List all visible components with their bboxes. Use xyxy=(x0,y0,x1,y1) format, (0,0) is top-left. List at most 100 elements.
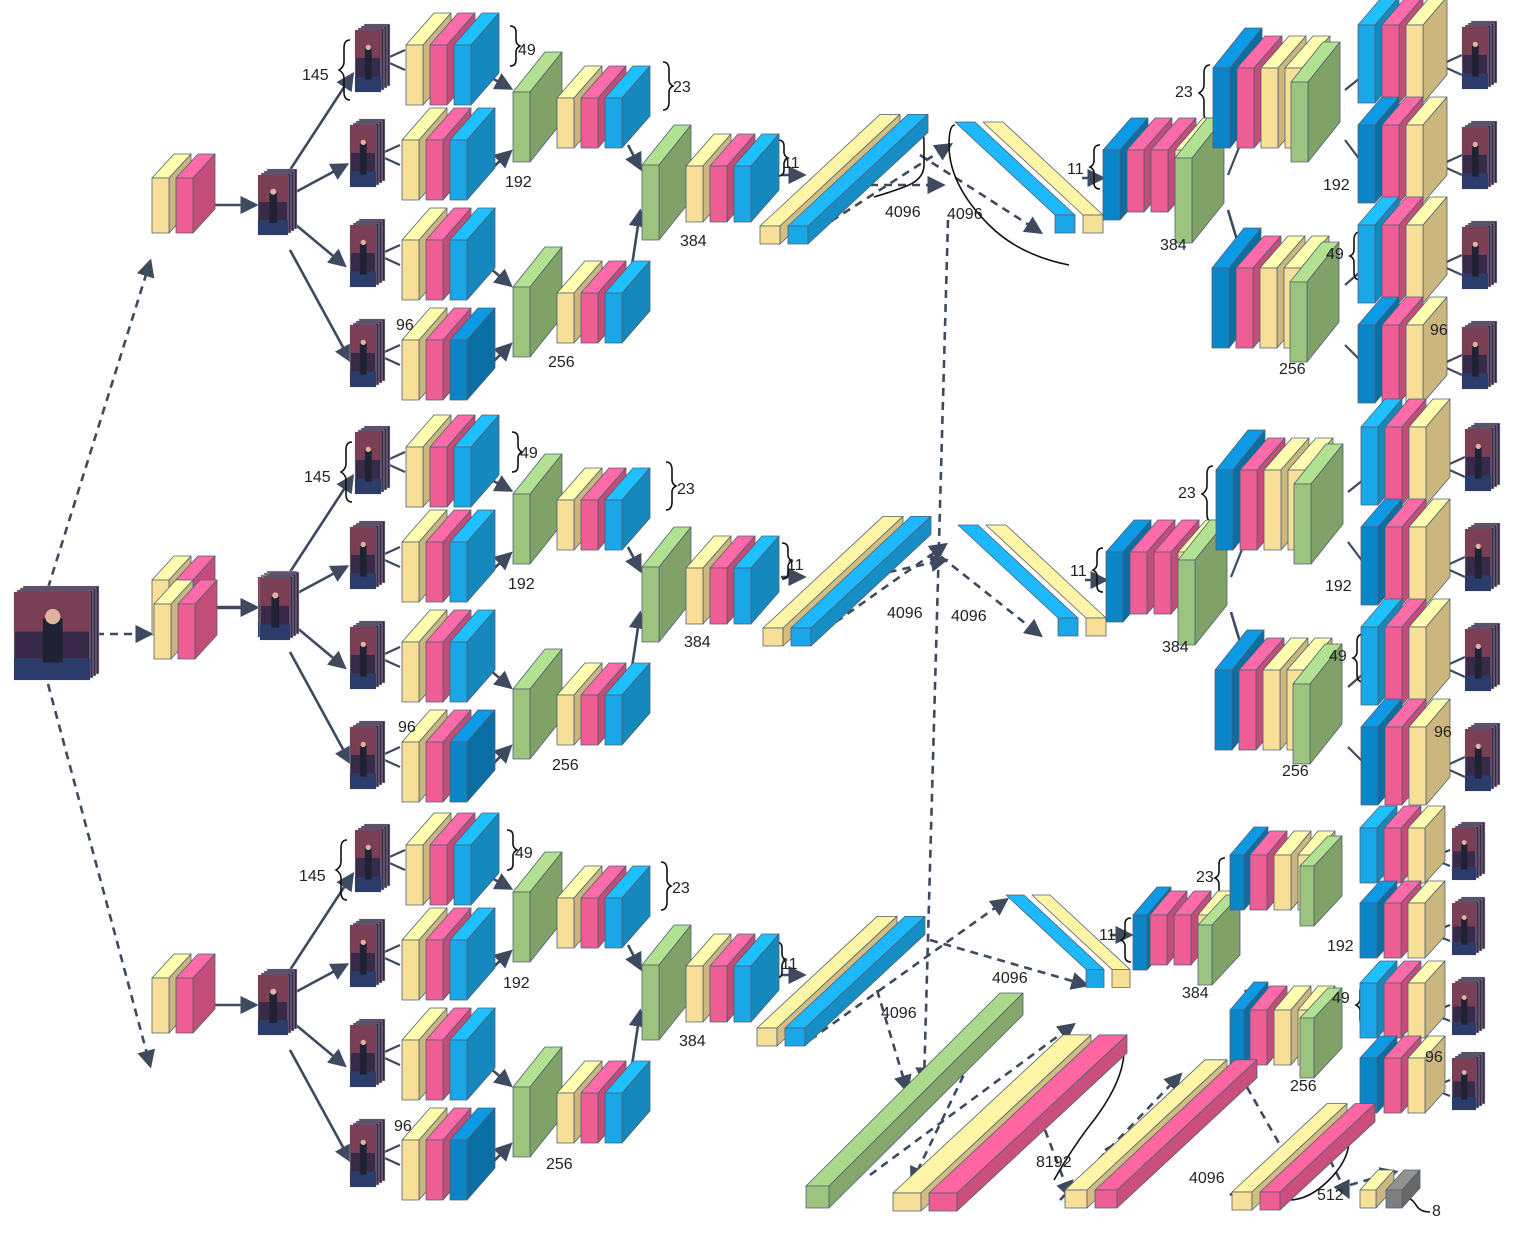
fc-layer-blue xyxy=(954,121,1076,234)
merge-green-2 xyxy=(641,526,692,643)
layer-pink-front xyxy=(1384,626,1403,706)
fc-side xyxy=(810,516,932,647)
layer-blue-front xyxy=(604,97,623,149)
fc-side xyxy=(1116,1059,1258,1209)
frame-desk xyxy=(350,1071,376,1087)
frame-desk xyxy=(355,76,381,92)
layer-yellow xyxy=(1405,196,1448,304)
layer-pink-front xyxy=(425,239,444,301)
dec-green-front xyxy=(1177,559,1196,646)
frame-desk xyxy=(260,624,290,640)
dimension-brace xyxy=(1351,633,1364,683)
layer-blue xyxy=(449,1007,496,1101)
fc-front xyxy=(1111,969,1131,988)
frame-person xyxy=(269,993,278,1023)
dashed-arrow xyxy=(46,683,156,1069)
frame-desk xyxy=(350,573,376,589)
layer-pink-front xyxy=(425,741,444,803)
label-4096: 4096 xyxy=(1189,1170,1225,1187)
layer-blue-front xyxy=(1359,982,1378,1039)
frame-backdrop xyxy=(1452,828,1476,852)
layer-yellow-front xyxy=(1405,224,1424,304)
input-frame-stack xyxy=(1451,1051,1486,1111)
label-4096: 4096 xyxy=(947,206,983,223)
frame-person xyxy=(1461,843,1468,870)
frame-face xyxy=(360,1139,366,1145)
layer-darkblue-front xyxy=(1357,324,1376,404)
dashed-arrow xyxy=(874,554,949,577)
frame-face xyxy=(1475,443,1481,449)
layer-blue xyxy=(453,414,500,508)
label-11: 11 xyxy=(781,956,798,973)
label-192: 192 xyxy=(508,576,535,593)
layer-yellow xyxy=(1407,880,1446,959)
layer-pink-front xyxy=(1381,224,1400,304)
layer-blue-front xyxy=(449,239,468,301)
frame-backdrop xyxy=(1452,903,1476,927)
input-frame-stack xyxy=(1461,220,1498,290)
layer-blue xyxy=(449,107,496,201)
dimension-brace xyxy=(948,124,1070,266)
label-192: 192 xyxy=(505,174,532,191)
merge-green-front xyxy=(512,493,531,565)
layer-pink-front xyxy=(709,567,728,625)
layer-yellow xyxy=(1405,96,1448,204)
frame-desk xyxy=(1465,575,1491,591)
frame-person xyxy=(1474,547,1482,579)
label-96: 96 xyxy=(396,317,414,334)
input-frame-stack xyxy=(13,585,100,681)
layer-darkblue xyxy=(449,1107,496,1201)
layer-blue-front xyxy=(604,292,623,344)
merge-green-2-front xyxy=(641,964,660,1041)
label-11: 11 xyxy=(1070,563,1087,580)
layer-yellow-front xyxy=(1405,324,1424,404)
out-gray xyxy=(1385,1169,1421,1209)
layer-yellow-front xyxy=(401,741,420,803)
fc-front xyxy=(1054,214,1076,234)
dimension-brace xyxy=(1119,917,1132,963)
input-frame-stack xyxy=(1464,522,1501,592)
layer-blue-front xyxy=(733,165,752,223)
layer-pink xyxy=(177,579,218,660)
fc-layer-pink xyxy=(1094,1059,1258,1209)
layer-pink-front xyxy=(425,541,444,603)
dimension-brace xyxy=(1088,144,1101,190)
layer-yellow-front xyxy=(1259,267,1278,349)
fc-layer-yellow xyxy=(982,121,1104,234)
dec-green-up-small xyxy=(1299,835,1343,927)
layer-blue xyxy=(449,907,496,1001)
dec-green-up-front xyxy=(1293,483,1312,565)
frame-desk xyxy=(350,1171,376,1187)
dimension-brace xyxy=(1200,465,1214,523)
layer-pink-front xyxy=(709,165,728,223)
layer-yellow-front xyxy=(556,1092,575,1144)
frame-face xyxy=(1461,840,1467,845)
frame-person xyxy=(1471,345,1479,377)
connector xyxy=(1347,541,1364,563)
input-frame-stack xyxy=(1451,896,1486,956)
merge-green-2-front xyxy=(641,566,660,643)
fc-layer-blue xyxy=(1005,894,1105,988)
layer-yellow-front xyxy=(401,1039,420,1101)
dimension-brace xyxy=(506,829,519,871)
arrow xyxy=(289,163,350,197)
arrow xyxy=(288,871,354,971)
layer-pink-front xyxy=(580,97,599,149)
label-23: 23 xyxy=(1175,84,1193,101)
input-frame-stack xyxy=(1451,821,1486,881)
dec-upper-small-front xyxy=(1229,854,1245,911)
frame-person xyxy=(359,545,367,577)
fc-front xyxy=(784,1027,806,1047)
layer-blue xyxy=(733,535,780,625)
layer-blue xyxy=(604,467,651,551)
layer-pink-front xyxy=(1153,551,1172,615)
layer-pink-front xyxy=(175,177,194,234)
layer-blue xyxy=(604,1060,651,1144)
layer-yellow-front xyxy=(1407,827,1426,884)
layer-pink-front xyxy=(580,897,599,949)
dashed-arrow xyxy=(1349,1167,1399,1187)
input-frame-stack xyxy=(1461,20,1498,90)
label-11: 11 xyxy=(787,557,804,574)
layer-pink-front xyxy=(1149,914,1168,966)
label-192: 192 xyxy=(1323,177,1350,194)
